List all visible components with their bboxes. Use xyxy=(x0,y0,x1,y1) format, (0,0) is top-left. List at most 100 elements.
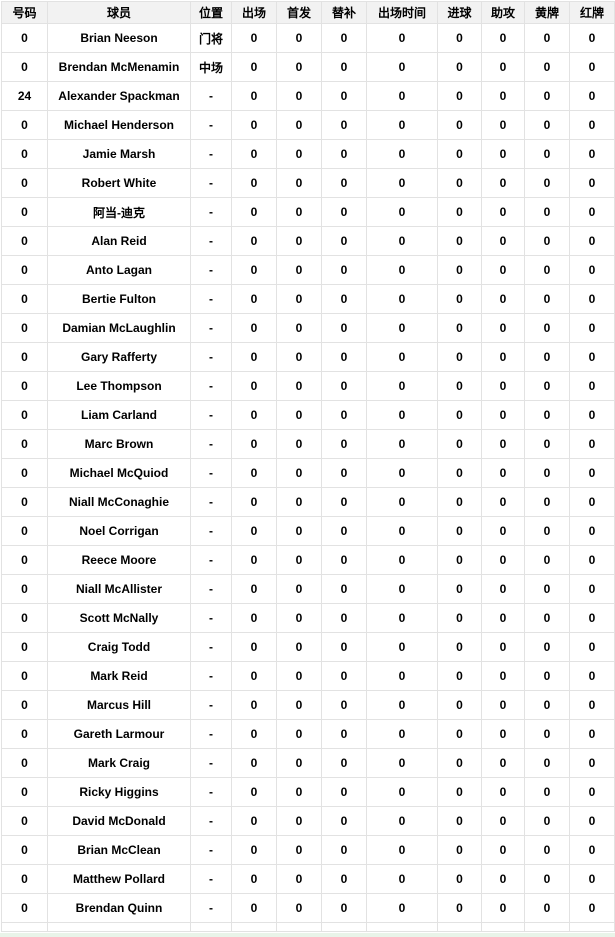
cell-player: Reece Moore xyxy=(47,545,191,575)
cell-position: - xyxy=(190,400,232,430)
cell-number: 0 xyxy=(1,893,48,923)
cell-position: - xyxy=(190,806,232,836)
cell-red_cards: 0 xyxy=(569,23,615,53)
cell-assists: 0 xyxy=(481,371,525,401)
cell-assists: 0 xyxy=(481,603,525,633)
column-header-starts: 首发 xyxy=(276,1,322,24)
column-header-goals: 进球 xyxy=(437,1,482,24)
cell-yellow_cards: 0 xyxy=(524,748,570,778)
cell-subs: 0 xyxy=(321,23,367,53)
cell-position: - xyxy=(190,81,232,111)
cell-goals: 0 xyxy=(437,835,482,865)
table-row: 0 Marcus Hill -0 0 0 0 0 0 0 0 xyxy=(1,690,615,720)
cell-player: Michael McQuiod xyxy=(47,458,191,488)
cell-goals: 0 xyxy=(437,400,482,430)
cell-starts: 0 xyxy=(276,313,322,343)
cell-yellow_cards: 0 xyxy=(524,81,570,111)
cell-yellow_cards: 0 xyxy=(524,603,570,633)
cell-yellow_cards: 0 xyxy=(524,864,570,894)
cell-position: - xyxy=(190,313,232,343)
cell-yellow_cards: 0 xyxy=(524,719,570,749)
cell-subs: 0 xyxy=(321,226,367,256)
cell-red_cards: 0 xyxy=(569,516,615,546)
cell-number: 0 xyxy=(1,429,48,459)
cell-number: 0 xyxy=(1,52,48,82)
cell-starts: 0 xyxy=(276,748,322,778)
cell-assists: 0 xyxy=(481,835,525,865)
cell-yellow_cards: 0 xyxy=(524,487,570,517)
column-header-appearances: 出场 xyxy=(231,1,277,24)
cell-number: 0 xyxy=(1,777,48,807)
table-row: 0 Mark Craig -0 0 0 0 0 0 0 0 xyxy=(1,748,615,778)
cell-minutes: 0 xyxy=(366,110,438,140)
cell-player: Brendan McMenamin xyxy=(47,52,191,82)
cell-goals: 0 xyxy=(437,458,482,488)
cell-assists: 0 xyxy=(481,429,525,459)
cell-red_cards: 0 xyxy=(569,255,615,285)
table-row: 0 Anto Lagan -0 0 0 0 0 0 0 0 xyxy=(1,255,615,285)
table-row: 0 Lee Thompson -0 0 0 0 0 0 0 0 xyxy=(1,371,615,401)
cell-goals: 0 xyxy=(437,864,482,894)
cell-appearances: 0 xyxy=(231,545,277,575)
cell-yellow_cards: 0 xyxy=(524,545,570,575)
cell-position: - xyxy=(190,893,232,923)
cell-number: 0 xyxy=(1,719,48,749)
table-row: 0 Niall McAllister -0 0 0 0 0 0 0 0 xyxy=(1,574,615,604)
column-header-minutes: 出场时间 xyxy=(366,1,438,24)
cell-goals: 0 xyxy=(437,545,482,575)
cell-red_cards: 0 xyxy=(569,574,615,604)
cell-goals: 0 xyxy=(437,429,482,459)
cell-yellow_cards: 0 xyxy=(524,806,570,836)
cell-position: - xyxy=(190,197,232,227)
cell-red_cards: 0 xyxy=(569,864,615,894)
cell-subs: 0 xyxy=(321,893,367,923)
cell-number: 0 xyxy=(1,458,48,488)
cell-player: Brian McClean xyxy=(47,835,191,865)
cell-number: 0 xyxy=(1,632,48,662)
cell-yellow_cards: 0 xyxy=(524,168,570,198)
cell-starts: 0 xyxy=(276,632,322,662)
cell-starts: 0 xyxy=(276,545,322,575)
cell-appearances: 0 xyxy=(231,719,277,749)
cell-starts: 0 xyxy=(276,226,322,256)
cell-number: 0 xyxy=(1,574,48,604)
cell-goals: 0 xyxy=(437,168,482,198)
cell-goals: 0 xyxy=(437,893,482,923)
table-row: 0 Brendan McMenamin 中场 0 0 0 0 0 0 0 0 xyxy=(1,52,615,82)
cell-player: Ricky Higgins xyxy=(47,777,191,807)
cell-subs: 0 xyxy=(321,458,367,488)
cell-appearances: 0 xyxy=(231,139,277,169)
cell-position: - xyxy=(190,458,232,488)
cell-red_cards: 0 xyxy=(569,284,615,314)
cell-number: 0 xyxy=(1,806,48,836)
cell-starts: 0 xyxy=(276,110,322,140)
cell-subs: 0 xyxy=(321,197,367,227)
table-row: 0 Brendan Quinn -0 0 0 0 0 0 0 0 xyxy=(1,893,615,923)
cell-position: - xyxy=(190,429,232,459)
cell-yellow_cards: 0 xyxy=(524,255,570,285)
empty-cell xyxy=(190,922,232,932)
cell-starts: 0 xyxy=(276,835,322,865)
table-row: 0 Bertie Fulton -0 0 0 0 0 0 0 0 xyxy=(1,284,615,314)
table-row: 0 Ricky Higgins -0 0 0 0 0 0 0 0 xyxy=(1,777,615,807)
cell-assists: 0 xyxy=(481,81,525,111)
cell-red_cards: 0 xyxy=(569,719,615,749)
cell-subs: 0 xyxy=(321,81,367,111)
cell-minutes: 0 xyxy=(366,23,438,53)
cell-assists: 0 xyxy=(481,458,525,488)
cell-minutes: 0 xyxy=(366,545,438,575)
cell-appearances: 0 xyxy=(231,690,277,720)
table-row: 0 Mark Reid -0 0 0 0 0 0 0 0 xyxy=(1,661,615,691)
cell-minutes: 0 xyxy=(366,632,438,662)
cell-assists: 0 xyxy=(481,806,525,836)
cell-goals: 0 xyxy=(437,313,482,343)
cell-appearances: 0 xyxy=(231,226,277,256)
cell-appearances: 0 xyxy=(231,197,277,227)
cell-goals: 0 xyxy=(437,255,482,285)
cell-yellow_cards: 0 xyxy=(524,400,570,430)
cell-appearances: 0 xyxy=(231,52,277,82)
cell-player: Marc Brown xyxy=(47,429,191,459)
cell-yellow_cards: 0 xyxy=(524,342,570,372)
cell-player: Brian Neeson xyxy=(47,23,191,53)
